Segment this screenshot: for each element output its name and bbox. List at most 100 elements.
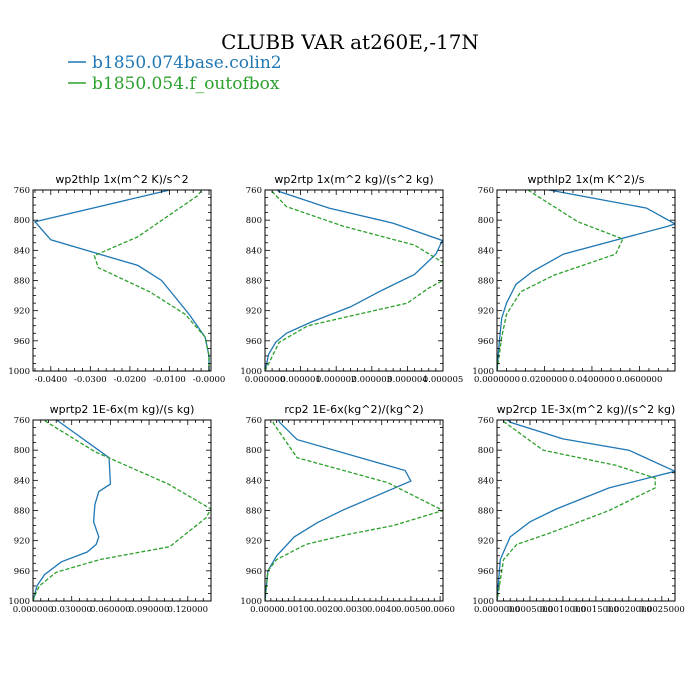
legend-label-0: b1850.074base.colin2 bbox=[92, 53, 282, 73]
y-tick-label: 920 bbox=[246, 537, 262, 547]
y-tick-label: 800 bbox=[14, 216, 30, 226]
panel-title: wp2thlp 1x(m^2 K)/s^2 bbox=[55, 173, 188, 186]
panel-1: wp2rtp 1x(m^2 kg)/(s^2 kg) 760 800 840 880 92… bbox=[240, 173, 463, 385]
y-tick-label: 760 bbox=[246, 186, 262, 196]
panel-title: wp2rcp 1E-3x(m^2 kg)/(s^2 kg) bbox=[497, 403, 676, 416]
y-tick-label: 760 bbox=[14, 416, 30, 426]
x-tick-label: 0.0020000 bbox=[606, 605, 652, 615]
x-tick-label: 0.0025000 bbox=[639, 605, 685, 615]
y-tick-label: 800 bbox=[478, 216, 494, 226]
panel-title: wp2rtp 1x(m^2 kg)/(s^2 kg) bbox=[274, 173, 433, 186]
series-line-0 bbox=[265, 190, 443, 371]
panel-0: wp2thlp 1x(m^2 K)/s^2 760 800 840 880 920 960 1… bbox=[8, 173, 225, 385]
y-tick-label: 800 bbox=[478, 446, 494, 456]
y-tick-label: 880 bbox=[14, 507, 30, 517]
y-tick-label: 880 bbox=[478, 507, 494, 517]
x-tick-label: -0.0200 bbox=[114, 375, 147, 385]
y-tick-label: 840 bbox=[14, 476, 30, 486]
y-tick-label: 920 bbox=[14, 537, 30, 547]
x-tick-label: 0.0010 bbox=[279, 605, 309, 615]
x-tick-label: 0.000000 bbox=[245, 375, 286, 385]
y-tick-label: 1000 bbox=[472, 367, 494, 377]
x-tick-label: 0.000003 bbox=[352, 375, 393, 385]
series-line-1 bbox=[33, 420, 211, 601]
panel-title: wpthlp2 1x(m K^2)/s bbox=[528, 173, 645, 186]
y-tick-label: 880 bbox=[246, 277, 262, 287]
x-tick-label: 0.0010000 bbox=[540, 605, 586, 615]
panel-5: wp2rcp 1E-3x(m^2 kg)/(s^2 kg)760 800 840 88… bbox=[472, 403, 684, 615]
plot-frame bbox=[496, 419, 676, 602]
panel-title: wprtp2 1E-6x(m kg)/(s kg) bbox=[50, 403, 195, 416]
series-line-0 bbox=[497, 420, 675, 601]
panel-title: rcp2 1E-6x(kg^2)/(kg^2) bbox=[284, 403, 423, 416]
x-tick-label: 0.0040 bbox=[367, 605, 397, 615]
x-tick-label: -0.0000 bbox=[193, 375, 226, 385]
x-tick-label: 0.000002 bbox=[316, 375, 357, 385]
y-tick-label: 960 bbox=[246, 337, 262, 347]
y-tick-label: 1000 bbox=[8, 597, 30, 607]
x-tick-label: 0.0000000 bbox=[474, 605, 520, 615]
series-line-0 bbox=[265, 420, 412, 601]
y-tick-label: 800 bbox=[14, 446, 30, 456]
y-tick-label: 760 bbox=[478, 416, 494, 426]
y-tick-label: 1000 bbox=[472, 597, 494, 607]
panel-2: wpthlp2 1x(m K^2)/s 760 800 840 880 920 960 100… bbox=[472, 173, 676, 385]
x-tick-label: 0.000005 bbox=[423, 375, 464, 385]
panel-4: rcp2 1E-6x(kg^2)/(kg^2) 760 800 840 880 920 96… bbox=[240, 403, 455, 615]
x-tick-label: 0.0060 bbox=[425, 605, 455, 615]
y-tick-label: 960 bbox=[246, 567, 262, 577]
x-tick-label: 0.000004 bbox=[387, 375, 428, 385]
x-tick-label: 0.060000 bbox=[90, 605, 131, 615]
legend: b1850.074base.colin2 b1850.054.f_outofbo… bbox=[68, 53, 282, 94]
x-tick-label: 0.120000 bbox=[168, 605, 209, 615]
y-tick-label: 840 bbox=[246, 476, 262, 486]
y-tick-label: 760 bbox=[14, 186, 30, 196]
y-tick-label: 920 bbox=[478, 537, 494, 547]
y-tick-label: 1000 bbox=[8, 367, 30, 377]
y-tick-label: 840 bbox=[478, 246, 494, 256]
y-tick-label: 840 bbox=[14, 246, 30, 256]
x-tick-label: -0.0300 bbox=[74, 375, 107, 385]
x-tick-label: 0.0600000 bbox=[616, 375, 662, 385]
x-tick-label: 0.030000 bbox=[51, 605, 92, 615]
x-tick-label: 0.0005000 bbox=[507, 605, 553, 615]
y-tick-label: 800 bbox=[246, 216, 262, 226]
y-tick-label: 960 bbox=[14, 337, 30, 347]
series-line-1 bbox=[265, 190, 443, 371]
y-tick-label: 880 bbox=[478, 277, 494, 287]
plot-frame bbox=[264, 419, 444, 602]
x-tick-label: -0.0100 bbox=[153, 375, 186, 385]
series-line-1 bbox=[93, 190, 210, 371]
y-tick-label: 760 bbox=[478, 186, 494, 196]
series-line-0 bbox=[497, 190, 675, 371]
y-tick-label: 840 bbox=[478, 476, 494, 486]
y-tick-label: 960 bbox=[478, 567, 494, 577]
plot-frame bbox=[264, 189, 444, 372]
x-tick-label: 0.0000 bbox=[250, 605, 280, 615]
y-tick-label: 880 bbox=[14, 277, 30, 287]
x-tick-label: -0.0400 bbox=[34, 375, 67, 385]
y-tick-label: 920 bbox=[14, 307, 30, 317]
y-tick-label: 1000 bbox=[240, 367, 262, 377]
legend-label-1: b1850.054.f_outofbox bbox=[92, 74, 280, 94]
x-tick-label: 0.090000 bbox=[129, 605, 170, 615]
series-line-1 bbox=[265, 420, 443, 601]
panel-3: wprtp2 1E-6x(m kg)/(s kg) 760 800 840 880 920… bbox=[8, 403, 212, 615]
x-tick-label: 0.0000000 bbox=[474, 375, 520, 385]
y-tick-label: 800 bbox=[246, 446, 262, 456]
plot-frame bbox=[496, 189, 676, 372]
y-tick-label: 880 bbox=[246, 507, 262, 517]
series-line-1 bbox=[497, 420, 656, 601]
y-tick-label: 960 bbox=[14, 567, 30, 577]
x-tick-label: 0.0050 bbox=[396, 605, 426, 615]
x-tick-label: 0.0015000 bbox=[573, 605, 619, 615]
panels: wp2thlp 1x(m^2 K)/s^2 760 800 840 880 920 960 1… bbox=[8, 173, 684, 615]
y-tick-label: 920 bbox=[478, 307, 494, 317]
plot-frame bbox=[32, 189, 212, 372]
y-tick-label: 760 bbox=[246, 416, 262, 426]
x-tick-label: 0.0020 bbox=[308, 605, 338, 615]
y-tick-label: 840 bbox=[246, 246, 262, 256]
y-tick-label: 960 bbox=[478, 337, 494, 347]
x-tick-label: 0.0030 bbox=[338, 605, 368, 615]
series-line-0 bbox=[33, 420, 112, 601]
